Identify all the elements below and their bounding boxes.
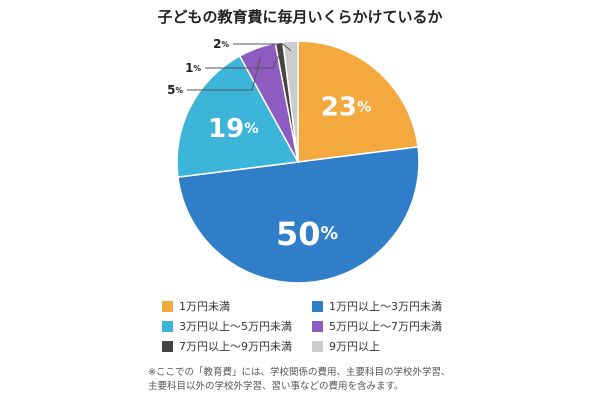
chart-title: 子どもの教育費に毎月いくらかけているか (157, 8, 443, 26)
legend-label-5: 9万円以上 (329, 340, 380, 353)
legend-item-5: 9万円以上 (312, 338, 380, 354)
slice-labels: 23% 50% 19% 5%1% 2% (167, 37, 371, 253)
legend-swatch-0 (162, 300, 173, 312)
legend-swatch-3 (312, 320, 323, 332)
slice-label-2: 19% (208, 114, 259, 144)
leader-line-5 (233, 43, 292, 52)
legend-item-1: 1万円以上～3万円未満 (312, 298, 442, 314)
footnote-line-2: 主要科目以外の学校外学習、習い事などの費用を含みます。 (148, 381, 404, 392)
legend-item-3: 5万円以上～7万円未満 (312, 318, 442, 334)
footnote-line-1: ※ここでの「教育費」には、学校関係の費用、主要科目の学校外学習、 (148, 367, 451, 378)
slice-label-5: 2% (213, 37, 229, 51)
legend-swatch-2 (162, 320, 173, 332)
legend-swatch-4 (162, 340, 173, 352)
leader-lines (187, 43, 292, 91)
legend-label-4: 7万円以上～9万円未満 (179, 340, 292, 353)
footnote: ※ここでの「教育費」には、学校関係の費用、主要科目の学校外学習、 主要科目以外の… (148, 366, 478, 394)
pie-chart: 23% 50% 19% 5%1% 2% (167, 37, 420, 284)
pie-slice-1 (177, 145, 420, 284)
slice-label-0: 23% (321, 93, 372, 123)
slice-label-4: 1% (185, 61, 201, 75)
pie-slice-5 (281, 40, 299, 163)
legend-label-3: 5万円以上～7万円未満 (329, 320, 442, 333)
legend-label-0: 1万円未満 (179, 300, 230, 313)
slice-label-3: 5% (167, 83, 183, 97)
legend-label-2: 3万円以上～5万円未満 (179, 320, 292, 333)
legend-item-0: 1万円未満 (162, 298, 230, 314)
legend-label-1: 1万円以上～3万円未満 (329, 300, 442, 313)
pie-slices (176, 40, 420, 284)
pie-slice-0 (297, 40, 419, 163)
legend-swatch-1 (312, 300, 323, 312)
pie-slice-2 (176, 54, 300, 179)
leader-line-4 (205, 51, 282, 69)
legend-item-2: 3万円以上～5万円未満 (162, 318, 292, 334)
legend-swatch-5 (312, 340, 323, 352)
legend-item-4: 7万円以上～9万円未満 (162, 338, 292, 354)
slice-label-1: 50% (276, 215, 339, 253)
